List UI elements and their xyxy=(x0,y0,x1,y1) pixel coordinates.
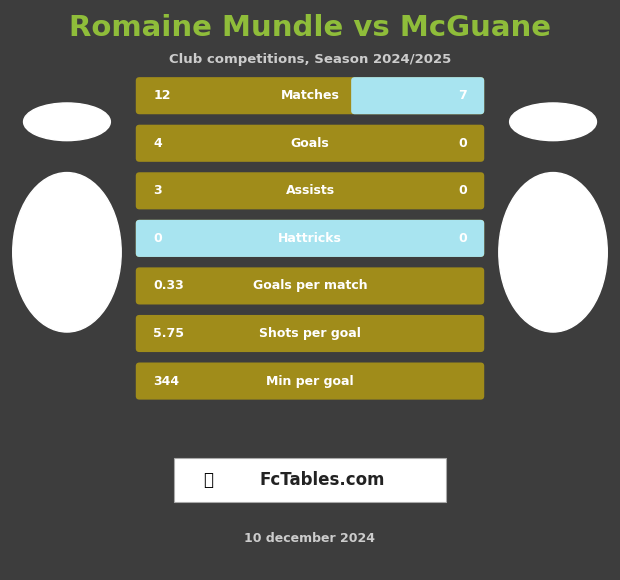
Text: 7: 7 xyxy=(458,89,467,102)
Text: 0: 0 xyxy=(458,137,467,150)
Ellipse shape xyxy=(498,173,607,332)
Text: 0: 0 xyxy=(458,232,467,245)
Ellipse shape xyxy=(12,173,121,332)
Ellipse shape xyxy=(510,103,596,140)
FancyBboxPatch shape xyxy=(136,315,484,352)
Text: 10 december 2024: 10 december 2024 xyxy=(244,532,376,545)
Text: 5.75: 5.75 xyxy=(153,327,184,340)
FancyBboxPatch shape xyxy=(136,362,484,400)
FancyBboxPatch shape xyxy=(136,220,484,257)
Text: 12: 12 xyxy=(153,89,170,102)
Text: Assists: Assists xyxy=(285,184,335,197)
Text: FcTables.com: FcTables.com xyxy=(260,471,385,489)
Ellipse shape xyxy=(24,103,110,140)
Text: Min per goal: Min per goal xyxy=(266,375,354,387)
Text: 4: 4 xyxy=(153,137,162,150)
Text: Matches: Matches xyxy=(281,89,339,102)
Text: Club competitions, Season 2024/2025: Club competitions, Season 2024/2025 xyxy=(169,53,451,66)
FancyBboxPatch shape xyxy=(136,125,484,162)
Text: 0.33: 0.33 xyxy=(153,280,184,292)
Text: 344: 344 xyxy=(153,375,179,387)
Text: 0: 0 xyxy=(458,184,467,197)
Text: Shots per goal: Shots per goal xyxy=(259,327,361,340)
Text: Goals: Goals xyxy=(291,137,329,150)
FancyBboxPatch shape xyxy=(136,220,484,257)
FancyBboxPatch shape xyxy=(136,77,484,114)
Text: Goals per match: Goals per match xyxy=(253,280,367,292)
Text: Hattricks: Hattricks xyxy=(278,232,342,245)
Text: 0: 0 xyxy=(153,232,162,245)
Text: 📊: 📊 xyxy=(203,471,213,489)
FancyBboxPatch shape xyxy=(351,77,484,114)
FancyBboxPatch shape xyxy=(136,267,484,304)
Text: 3: 3 xyxy=(153,184,162,197)
FancyBboxPatch shape xyxy=(174,458,446,502)
Text: Romaine Mundle vs McGuane: Romaine Mundle vs McGuane xyxy=(69,14,551,42)
FancyBboxPatch shape xyxy=(136,172,484,209)
